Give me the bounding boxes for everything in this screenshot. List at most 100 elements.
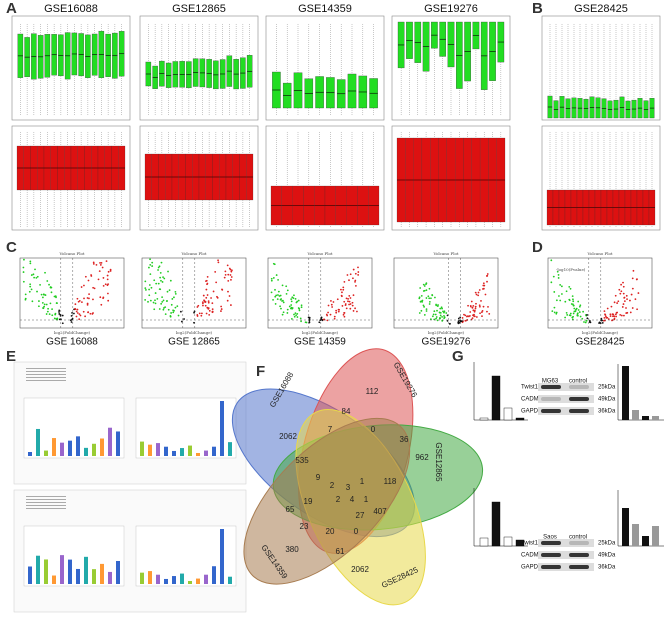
venn-count: 962 — [415, 453, 429, 462]
bar — [515, 417, 525, 421]
point — [560, 285, 563, 288]
panel-label: G — [452, 348, 464, 365]
band — [541, 397, 561, 401]
point — [168, 289, 171, 292]
point — [217, 259, 219, 262]
point — [636, 308, 639, 311]
point — [89, 312, 92, 315]
point — [459, 320, 462, 323]
point — [340, 288, 342, 291]
point — [109, 270, 112, 272]
plot-title: Volcano Plot — [58, 251, 84, 256]
point — [203, 300, 206, 303]
point — [47, 307, 49, 310]
point — [164, 313, 167, 315]
point — [282, 301, 285, 304]
text-line — [26, 380, 66, 381]
bar — [228, 576, 232, 584]
point — [291, 307, 294, 309]
point — [475, 293, 478, 296]
point — [577, 300, 580, 303]
bar — [52, 575, 56, 584]
plot-title: Volcano Plot — [180, 251, 206, 256]
point — [92, 263, 95, 265]
point — [206, 282, 209, 285]
point — [344, 304, 347, 307]
blot — [538, 407, 594, 415]
point — [30, 274, 33, 276]
point — [148, 266, 150, 269]
point — [421, 300, 424, 303]
point — [421, 299, 424, 302]
point — [461, 317, 464, 319]
point — [275, 274, 278, 276]
point — [623, 314, 625, 317]
point — [281, 313, 284, 316]
point — [464, 319, 467, 322]
point — [425, 297, 428, 299]
bar — [60, 442, 64, 456]
point — [285, 292, 288, 295]
bar — [220, 529, 224, 584]
protein-label: Twist1 — [521, 541, 539, 547]
point — [144, 287, 147, 290]
point — [345, 297, 348, 300]
point — [321, 319, 324, 322]
point — [221, 288, 223, 291]
bar — [44, 559, 48, 584]
point — [559, 284, 562, 286]
panel-labels: A B C D E F G — [6, 0, 543, 380]
point — [621, 306, 624, 308]
bar — [60, 555, 64, 584]
point — [469, 311, 472, 313]
size-label: 36kDa — [598, 565, 616, 571]
point — [478, 305, 481, 308]
point — [295, 314, 297, 317]
point — [349, 273, 352, 276]
point — [626, 298, 628, 301]
point — [418, 296, 421, 299]
plot-frame — [391, 125, 511, 231]
point — [446, 320, 449, 322]
point — [162, 299, 165, 302]
point — [226, 264, 229, 267]
point — [441, 316, 443, 318]
point — [172, 309, 174, 312]
point — [349, 297, 352, 299]
point — [354, 272, 357, 275]
point — [100, 303, 103, 306]
panel-title: GSE14359 — [298, 3, 352, 15]
point — [84, 315, 87, 318]
point — [220, 305, 223, 308]
point — [634, 298, 637, 301]
band — [569, 565, 589, 569]
point — [211, 308, 214, 311]
point — [84, 275, 87, 278]
chart-area — [23, 397, 125, 459]
point — [208, 313, 211, 316]
point — [420, 309, 423, 312]
lane-label: MG63 — [542, 379, 559, 385]
point — [36, 290, 38, 293]
bar — [44, 450, 48, 456]
point — [29, 260, 32, 263]
bar — [479, 537, 489, 547]
point — [550, 259, 553, 262]
point — [481, 315, 483, 318]
point — [347, 298, 350, 300]
panel-label: C — [6, 239, 17, 256]
point — [286, 289, 289, 292]
point — [606, 307, 609, 310]
point — [550, 281, 553, 284]
point — [224, 274, 227, 276]
point — [578, 311, 581, 313]
point — [480, 311, 483, 314]
point — [56, 318, 58, 321]
plot-frame — [19, 257, 125, 329]
point — [613, 301, 616, 304]
point — [598, 321, 601, 324]
point — [148, 288, 151, 291]
blot — [538, 551, 594, 559]
point — [286, 308, 289, 311]
point — [473, 309, 476, 312]
